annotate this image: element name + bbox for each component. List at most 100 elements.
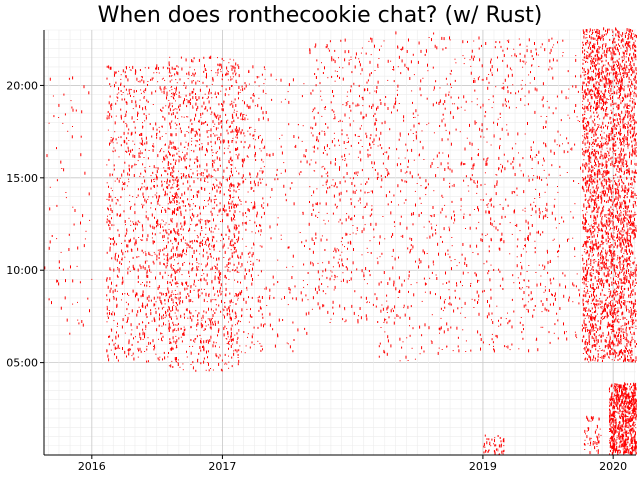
data-point: [144, 67, 146, 69]
data-point: [305, 149, 307, 152]
data-point: [164, 271, 166, 274]
data-point: [182, 363, 184, 365]
data-point: [317, 270, 319, 274]
data-point: [176, 286, 178, 288]
data-point: [234, 207, 236, 209]
data-point: [477, 253, 479, 256]
data-point: [177, 147, 179, 149]
data-point: [256, 175, 258, 178]
data-point: [502, 277, 504, 281]
data-point: [450, 69, 452, 72]
data-point: [407, 166, 409, 168]
data-point: [402, 341, 404, 343]
data-point: [234, 219, 236, 221]
data-point: [189, 346, 191, 347]
data-point: [527, 301, 529, 303]
data-point: [142, 192, 144, 196]
data-point: [156, 258, 158, 261]
data-point: [456, 326, 458, 330]
data-point: [426, 253, 428, 254]
data-point: [114, 353, 115, 356]
data-point: [143, 80, 145, 84]
data-point: [280, 238, 282, 240]
data-point: [109, 173, 111, 177]
data-point: [301, 241, 303, 244]
data-point: [177, 363, 179, 366]
data-point: [536, 88, 538, 92]
data-point: [559, 283, 561, 287]
data-point: [203, 346, 205, 350]
data-point: [198, 288, 200, 291]
data-point: [183, 221, 185, 223]
data-point: [221, 57, 223, 60]
data-point: [189, 120, 191, 122]
data-point: [223, 193, 225, 196]
data-point: [135, 294, 136, 298]
data-point: [482, 341, 484, 344]
data-point: [231, 170, 232, 174]
data-point: [180, 130, 182, 134]
data-point: [109, 227, 111, 231]
data-point: [228, 347, 229, 350]
data-point: [203, 349, 205, 351]
data-point: [232, 269, 234, 271]
data-point: [159, 249, 161, 253]
data-point: [188, 126, 190, 129]
data-point: [218, 328, 220, 332]
data-point: [186, 116, 188, 118]
data-point: [166, 96, 167, 100]
data-point: [176, 196, 178, 199]
data-point: [387, 79, 389, 81]
data-point: [172, 196, 174, 197]
data-point: [228, 206, 230, 210]
data-point: [109, 248, 111, 252]
data-point: [168, 320, 170, 322]
data-point: [176, 298, 178, 300]
data-point: [346, 190, 348, 193]
data-point: [154, 216, 155, 219]
data-point: [388, 172, 390, 175]
data-point: [341, 133, 343, 136]
data-point: [584, 182, 586, 184]
data-point: [472, 252, 474, 253]
data-point: [171, 171, 173, 174]
data-point: [620, 159, 622, 163]
data-point: [486, 128, 488, 131]
data-point: [122, 181, 123, 183]
data-point: [207, 258, 208, 260]
data-point: [630, 251, 632, 254]
data-point: [364, 224, 366, 226]
data-point: [210, 323, 212, 326]
data-point: [162, 106, 164, 109]
data-point: [129, 69, 131, 71]
data-point: [517, 238, 519, 241]
data-point: [334, 203, 336, 206]
data-point: [288, 100, 290, 104]
data-point: [245, 212, 247, 214]
data-point: [203, 273, 205, 275]
data-point: [163, 317, 164, 319]
data-point: [186, 308, 188, 312]
data-point: [511, 69, 513, 71]
data-point: [176, 247, 178, 251]
data-point: [384, 351, 386, 354]
data-point: [214, 185, 216, 189]
data-point: [172, 301, 174, 304]
data-point: [240, 118, 242, 120]
data-point: [311, 262, 313, 264]
data-point: [576, 273, 578, 275]
data-point: [212, 344, 214, 348]
data-point: [236, 136, 238, 139]
data-point: [481, 233, 483, 236]
data-point: [109, 214, 111, 216]
data-point: [217, 68, 219, 70]
data-point: [405, 355, 407, 359]
data-point: [541, 43, 543, 46]
data-point: [183, 222, 185, 226]
data-point: [453, 222, 455, 224]
data-point: [164, 157, 166, 161]
data-point: [249, 219, 251, 221]
data-point: [490, 296, 492, 300]
data-point: [230, 240, 232, 244]
data-point: [254, 201, 255, 203]
